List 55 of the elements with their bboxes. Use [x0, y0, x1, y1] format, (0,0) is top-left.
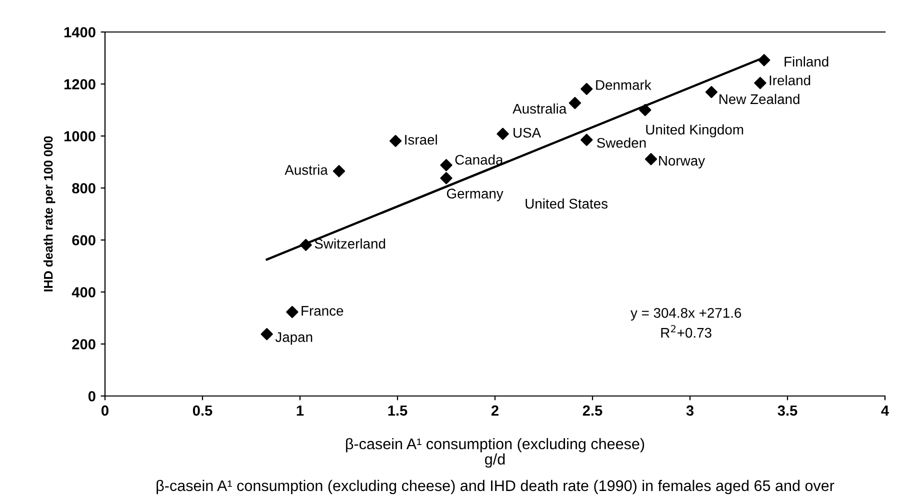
- annotation: y = 304.8x +271.6: [630, 308, 742, 321]
- text: β-casein A¹ consumption (excluding cheese) and IHD death rate (1990) in females aged 65 and over: [156, 480, 834, 494]
- annotation: Ireland: [770, 75, 810, 86]
- x-tick-label: 2: [491, 405, 498, 416]
- x-tick-label: 0: [102, 405, 108, 416]
- annotation: Sweden: [597, 138, 646, 148]
- point: [496, 128, 509, 140]
- point: [580, 134, 593, 146]
- point: [440, 172, 452, 184]
- point: [440, 159, 452, 172]
- y-tick-label: 1000: [64, 131, 96, 142]
- point: [568, 96, 582, 110]
- y-tick-label: 1400: [64, 27, 96, 38]
- annotation: New Zealand: [720, 94, 800, 104]
- annotation: Israel: [405, 134, 437, 145]
- annotation: Australia: [512, 103, 567, 114]
- x-tick-label: 4: [881, 406, 889, 416]
- annotation: USA: [514, 128, 542, 138]
- x-tick-label: 0.5: [192, 405, 212, 416]
- annotation: Canada: [455, 154, 504, 165]
- annotation: Austria: [284, 164, 328, 175]
- point: [389, 134, 402, 148]
- x-tick-label: 2.5: [582, 405, 602, 416]
- point: [580, 82, 593, 96]
- annotation: Switzerland: [314, 238, 386, 249]
- point: [286, 306, 298, 318]
- annotation: Norway: [659, 156, 705, 168]
- y-tick-label: 0: [88, 391, 96, 402]
- y-tick-label: 400: [72, 287, 96, 298]
- annotation: United States: [526, 198, 608, 209]
- point: [260, 328, 273, 340]
- annotation: R$^{2}$+0.73: [661, 325, 712, 338]
- point: [754, 76, 766, 90]
- annotation: Germany: [446, 188, 504, 202]
- point: [300, 238, 312, 252]
- point: [705, 86, 718, 98]
- point: [639, 104, 652, 116]
- y-tick-label: 600: [72, 235, 96, 246]
- y-tick-label: 1200: [64, 79, 96, 90]
- y-tick-label: 200: [72, 339, 96, 350]
- annotation: Japan: [275, 332, 312, 345]
- annotation: Denmark: [596, 80, 652, 90]
- annotation: United Kingdom: [646, 124, 744, 138]
- annotation: France: [302, 306, 344, 316]
- point: [332, 165, 346, 178]
- x-tick-label: 3: [686, 405, 694, 416]
- annotation: Finland: [784, 56, 828, 67]
- x-tick-label: 1.5: [388, 406, 408, 416]
- x-tick-label: 3.5: [778, 405, 798, 416]
- y-tick-label: 800: [72, 183, 96, 194]
- x-tick-label: 1: [296, 406, 304, 416]
- point: [644, 153, 658, 166]
- point: [758, 54, 770, 66]
- x-axis-title: β-casein A¹ consumption (excluding cheese) g/d: [346, 438, 644, 468]
- y-axis-title: IHD death rate per 100 000: [44, 136, 56, 292]
